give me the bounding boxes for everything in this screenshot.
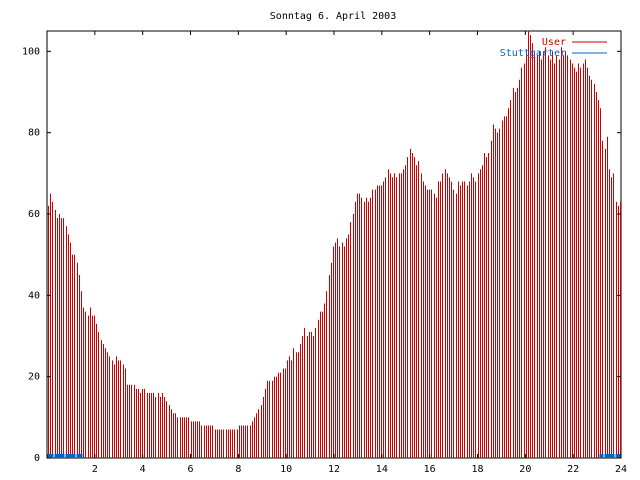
- y-tick-label: 0: [34, 453, 40, 464]
- x-tick-label: 14: [376, 464, 388, 475]
- x-tick-label: 18: [471, 464, 483, 475]
- x-tick-label: 4: [140, 464, 146, 475]
- y-tick-label: 60: [28, 209, 40, 220]
- x-tick-label: 6: [187, 464, 193, 475]
- y-axis: 0 20 40 60 80 100: [22, 46, 621, 464]
- x-tick-label: 24: [615, 464, 627, 475]
- y-tick-label: 20: [28, 372, 40, 383]
- x-tick-label: 20: [519, 464, 531, 475]
- y-tick-label: 80: [28, 128, 40, 139]
- x-tick-label: 12: [328, 464, 340, 475]
- legend-label: User: [542, 37, 566, 48]
- y-tick-label: 40: [28, 290, 40, 301]
- x-tick-label: 22: [567, 464, 579, 475]
- x-tick-label: 10: [280, 464, 292, 475]
- x-tick-label: 8: [235, 464, 241, 475]
- y-tick-label: 100: [22, 46, 40, 57]
- bar-layer: [47, 31, 622, 458]
- x-axis: 2 4 6 8 10 12 14 16 18 20 22 24: [92, 31, 627, 475]
- x-tick-label: 2: [92, 464, 98, 475]
- chart-title: Sonntag 6. April 2003: [270, 11, 396, 22]
- x-tick-label: 16: [424, 464, 436, 475]
- legend-label: Stuttgarter: [500, 48, 566, 59]
